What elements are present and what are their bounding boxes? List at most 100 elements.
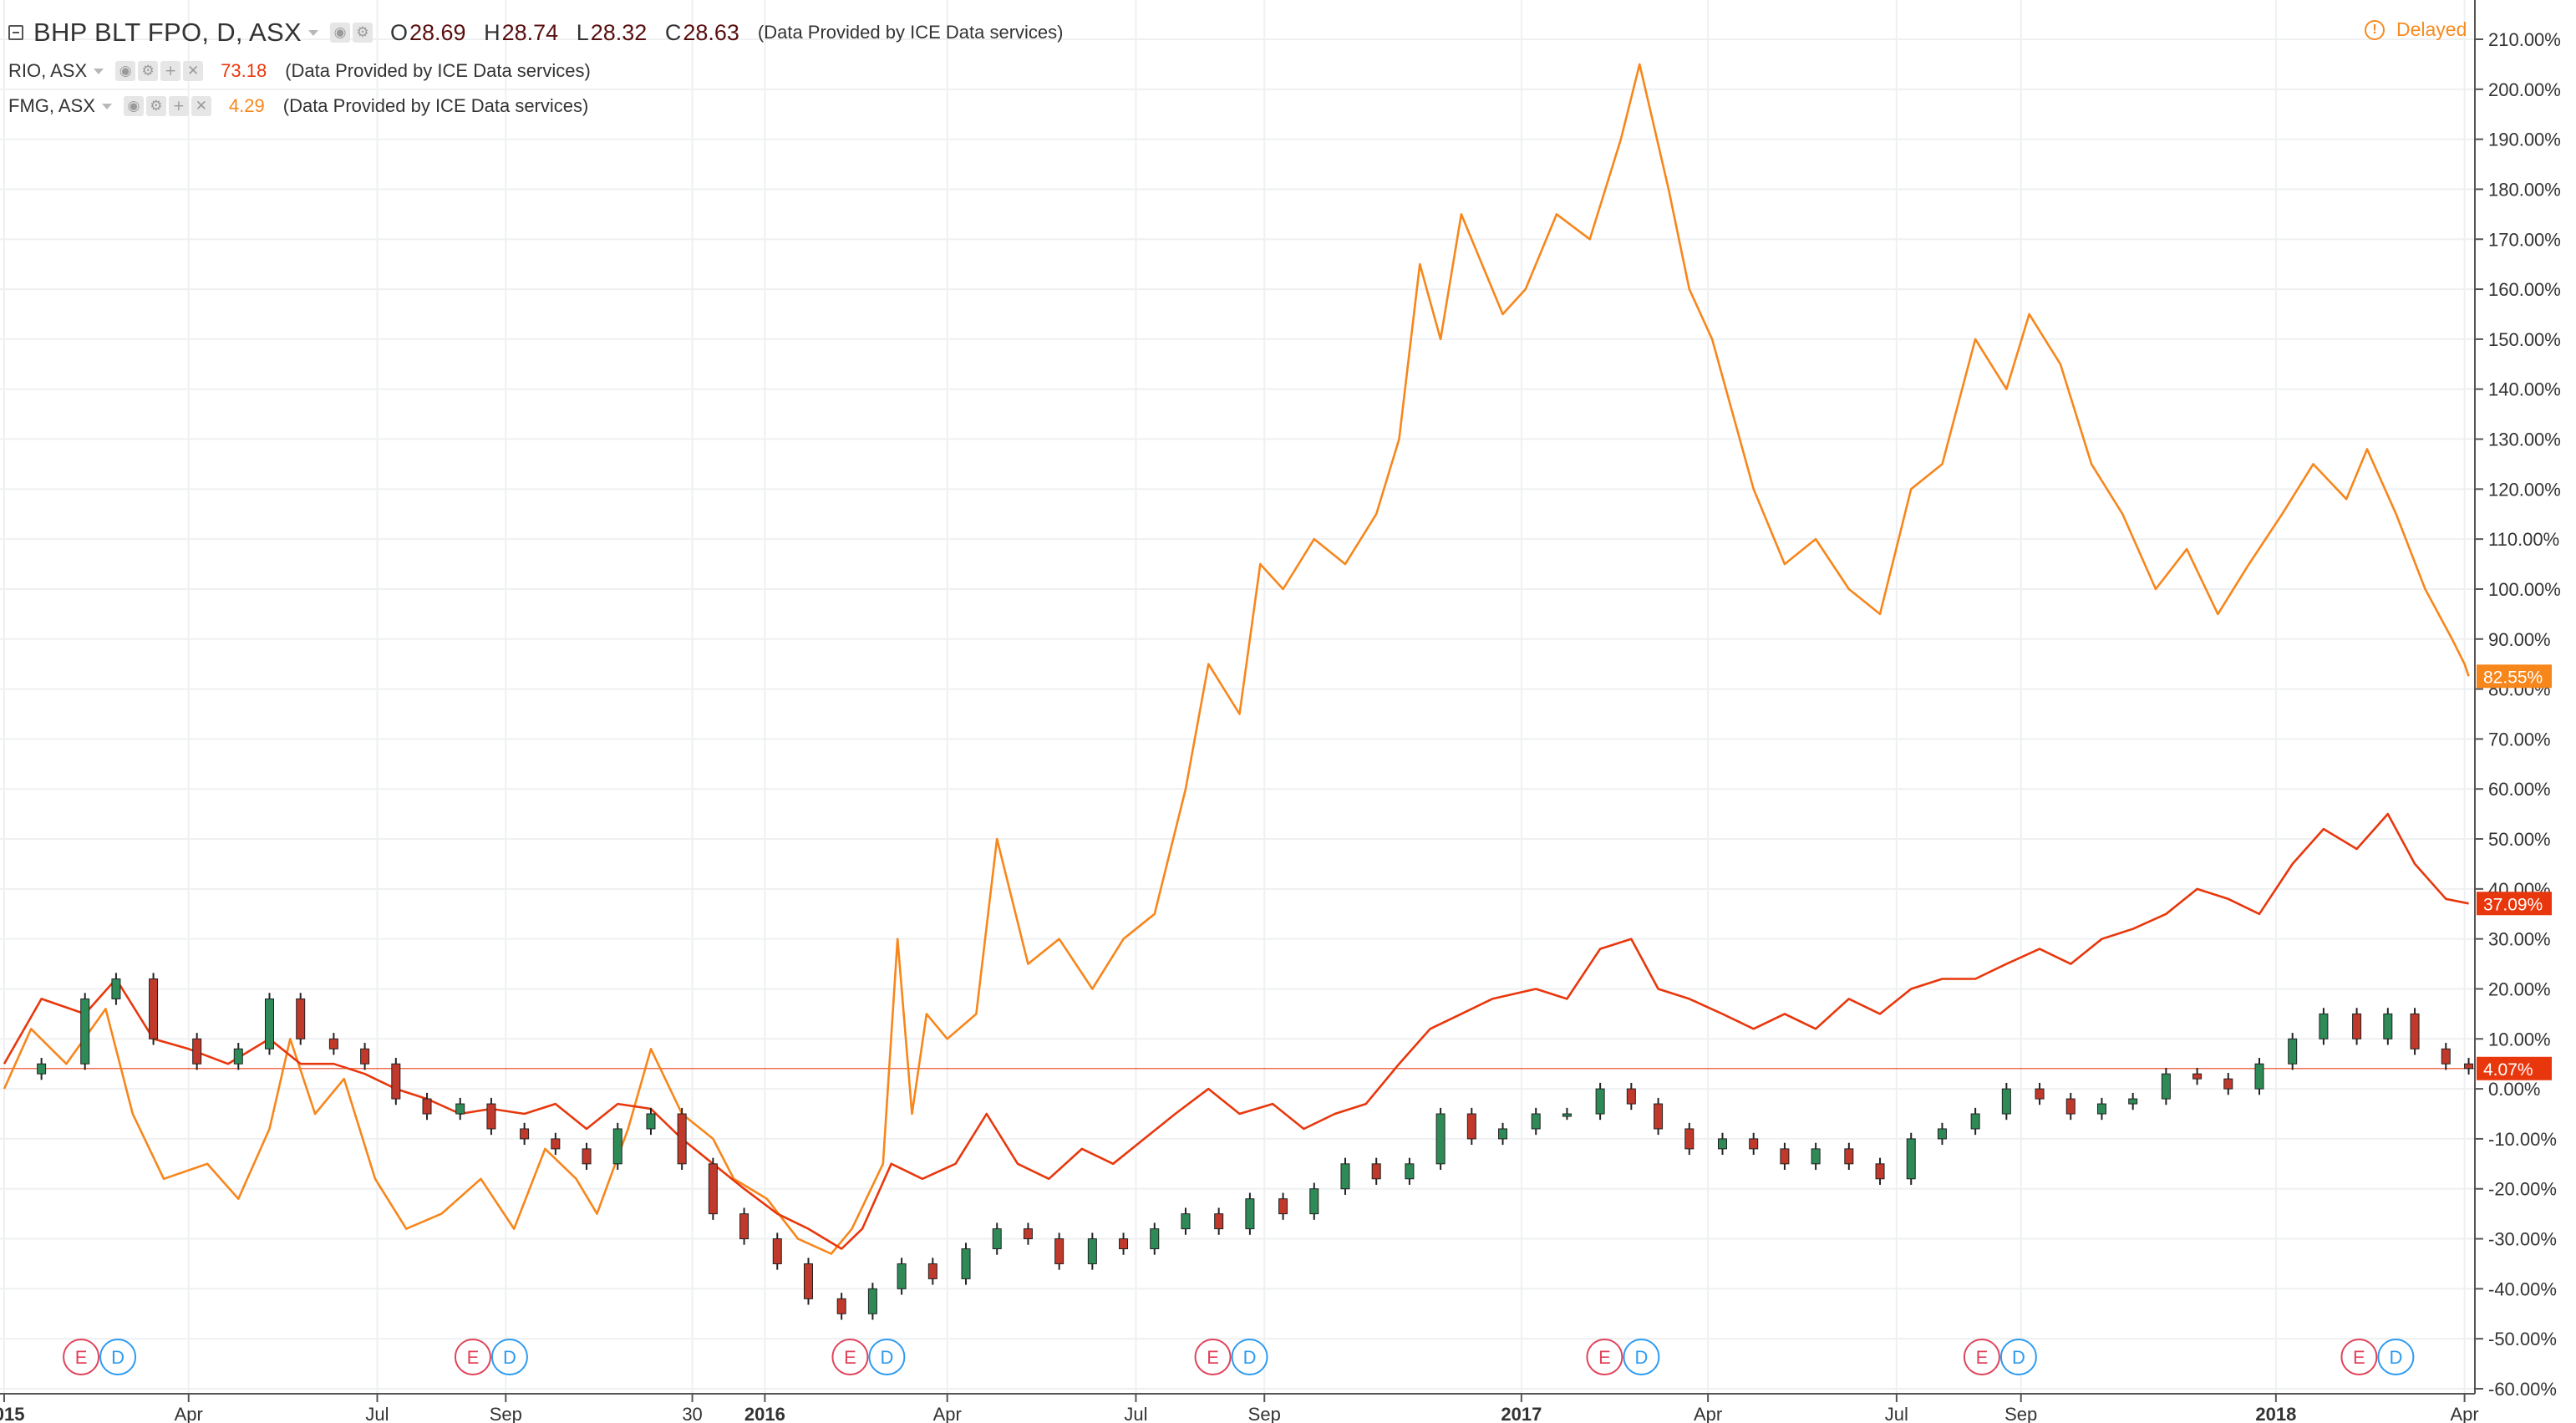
legend-fmg-row: FMG, ASX ◉ ⚙ + ✕ 4.29 (Data Provided by … [8,89,1063,124]
gear-icon[interactable]: ⚙ [138,61,159,81]
chevron-down-icon[interactable] [94,68,104,74]
dividend-letter: D [111,1347,124,1368]
candle [455,1097,465,1121]
x-tick-label: Jul [365,1404,389,1423]
dividend-letter: D [503,1347,516,1368]
candle [360,1043,370,1070]
plus-icon[interactable]: + [160,61,181,81]
rio-symbol[interactable]: RIO, ASX [8,60,88,81]
candle-body [1309,1188,1319,1215]
candle [1150,1222,1160,1255]
last-value-box [2477,1056,2552,1080]
candle [486,1097,496,1136]
open-label: O [389,19,408,45]
earnings-letter: E [844,1347,856,1368]
y-tick-label: 30.00% [2488,929,2551,950]
x-tick-label: Apr [175,1404,203,1423]
chevron-down-icon[interactable] [101,103,112,109]
high-value: 28.74 [501,19,559,45]
candle [1654,1097,1664,1136]
earnings-marker [1586,1339,1623,1375]
y-tick-label: 120.00% [2488,479,2561,500]
candle [2001,1082,2011,1121]
candle-body [1214,1213,1224,1230]
legend-rio-row: RIO, ASX ◉ ⚙ + ✕ 73.18 (Data Provided by… [8,53,1063,89]
dividend-marker [1231,1339,1268,1375]
close-icon[interactable]: ✕ [191,96,211,116]
candle [2410,1008,2420,1055]
candle [1214,1207,1224,1235]
candle [264,993,274,1055]
candle [1119,1232,1129,1255]
y-tick-label: -30.00% [2488,1229,2557,1250]
plus-icon[interactable]: + [168,96,189,116]
candle [867,1283,877,1320]
candle-body [149,978,159,1039]
chevron-down-icon[interactable] [307,29,318,36]
collapse-icon[interactable] [8,25,23,40]
dividend-marker [2377,1339,2415,1375]
candle [551,1132,561,1156]
y-tick-label: 110.00% [2488,529,2559,550]
candle-body [1717,1138,1727,1150]
candle-body [2319,1013,2329,1039]
earnings-marker [63,1339,100,1375]
y-tick-label: 90.00% [2488,629,2551,650]
earnings-letter: E [1207,1347,1219,1368]
x-tick-label: Jul [1124,1404,1147,1423]
candle [520,1122,530,1146]
candle [422,1092,432,1121]
candle [192,1033,202,1070]
gear-icon[interactable]: ⚙ [352,23,373,43]
y-tick-label: 140.00% [2488,379,2561,400]
candle-body [192,1038,202,1065]
earnings-marker [2340,1339,2378,1375]
candle-body [2096,1103,2106,1115]
close-icon[interactable]: ✕ [183,61,204,81]
x-tick-label: 2015 [0,1404,24,1423]
open-value: 28.69 [409,19,466,45]
eye-icon[interactable]: ◉ [115,61,136,81]
candle-body [612,1128,622,1165]
earnings-marker [1194,1339,1232,1375]
y-tick-label: -60.00% [2488,1379,2557,1400]
dividend-marker [1623,1339,1660,1375]
eye-icon[interactable]: ◉ [329,23,350,43]
delayed-status[interactable]: ! Delayed [2365,18,2467,41]
candle-body [646,1113,656,1130]
time-axis[interactable]: 2015 Apr Jul Sep 30 2016 Apr Jul Sep 2017 Apr Jul Se… [0,1393,2479,1423]
candle-body [1875,1163,1885,1180]
fmg-provider: (Data Provided by ICE Data services) [282,95,589,116]
candle [2464,1058,2474,1075]
candle [1906,1132,1916,1185]
fmg-symbol[interactable]: FMG, ASX [8,95,95,116]
last-value-label: 37.09% [2477,892,2552,916]
candle-body [2192,1073,2203,1080]
y-tick-label: 20.00% [2488,978,2551,999]
candle-body [1749,1138,1759,1150]
candle-body [2161,1073,2171,1100]
gear-icon[interactable]: ⚙ [145,96,166,116]
candle-body [1498,1128,1508,1140]
candle [2096,1097,2106,1121]
candle-body [296,998,306,1039]
price-axis[interactable]: 210.00% 200.00% 190.00% 180.00% 170.00% 160.0… [2474,0,2561,1400]
last-value-text: 4.07% [2483,1060,2533,1080]
eye-icon[interactable]: ◉ [123,96,144,116]
x-tick-label: Jul [1885,1404,1908,1423]
candle-body [897,1263,907,1289]
candle [2352,1008,2362,1045]
candle-body [1626,1088,1636,1105]
main-symbol[interactable]: BHP BLT FPO, D, ASX [33,18,302,47]
dividend-letter: D [2012,1347,2025,1368]
candle-body [1811,1148,1821,1165]
last-value-text: 82.55% [2483,668,2543,687]
candle [1023,1222,1033,1245]
candle-body [2254,1063,2264,1090]
candle [1466,1107,1476,1146]
